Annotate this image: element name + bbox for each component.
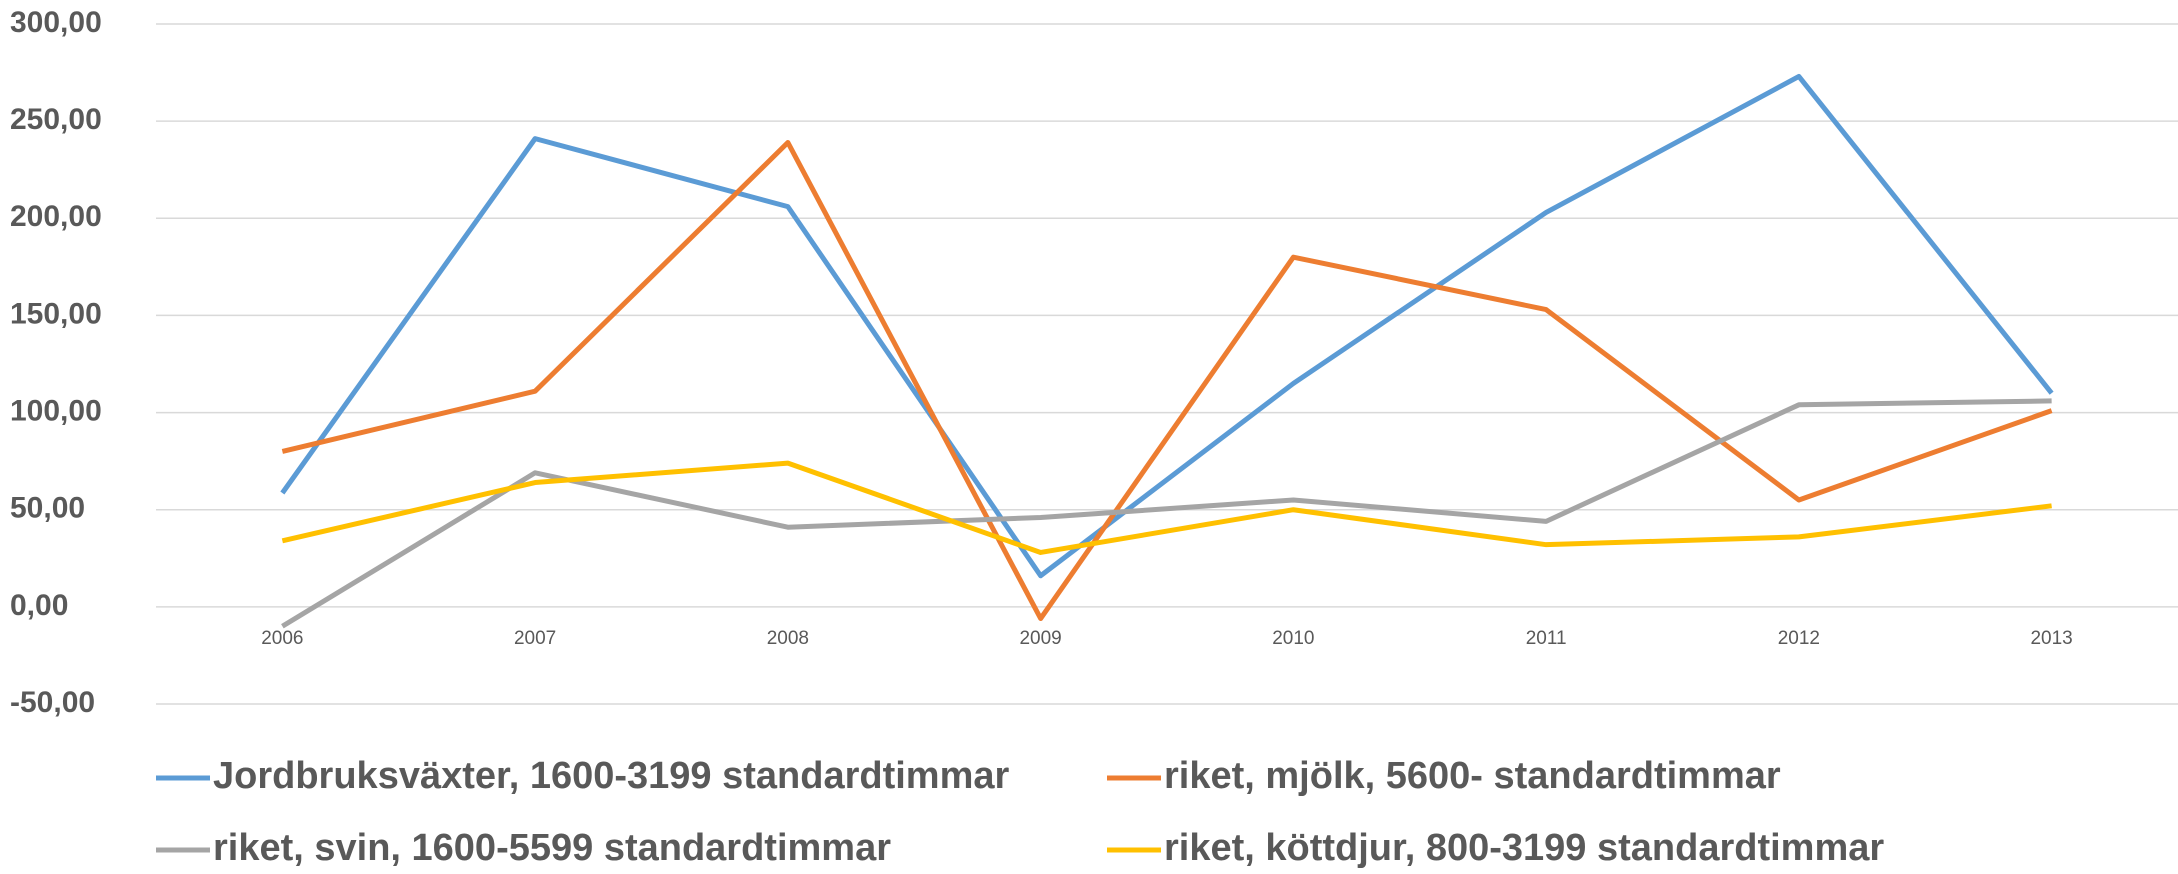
- x-tick-label: 2011: [1526, 628, 1567, 649]
- x-tick-label: 2006: [261, 628, 303, 649]
- y-tick-label: -50,00: [10, 686, 95, 719]
- series-line: [281, 460, 2052, 555]
- y-tick-label: 150,00: [10, 297, 102, 330]
- x-tick-label: 2007: [514, 628, 556, 649]
- legend-label: riket, svin, 1600-5599 standardtimmar: [213, 827, 891, 869]
- x-tick-label: 2009: [1019, 628, 1061, 649]
- x-tick-label: 2008: [767, 628, 809, 649]
- series-line: [281, 140, 2053, 622]
- legend-label: Jordbruksväxter, 1600-3199 standardtimma…: [213, 755, 1010, 797]
- y-tick-label: 0,00: [10, 589, 68, 622]
- y-tick-label: 50,00: [10, 492, 85, 525]
- y-tick-label: 100,00: [10, 394, 102, 427]
- series-line: [280, 73, 2054, 579]
- y-tick-label: 300,00: [10, 6, 102, 39]
- x-tick-label: 2012: [1778, 628, 1820, 649]
- legend-label: riket, mjölk, 5600- standardtimmar: [1164, 755, 1781, 797]
- series-line: [281, 398, 2052, 629]
- y-tick-label: 200,00: [10, 200, 102, 233]
- legend-label: riket, köttdjur, 800-3199 standardtimmar: [1164, 827, 1884, 869]
- x-tick-label: 2013: [2030, 628, 2072, 649]
- x-tick-label: 2010: [1272, 628, 1314, 649]
- y-tick-label: 250,00: [10, 103, 102, 136]
